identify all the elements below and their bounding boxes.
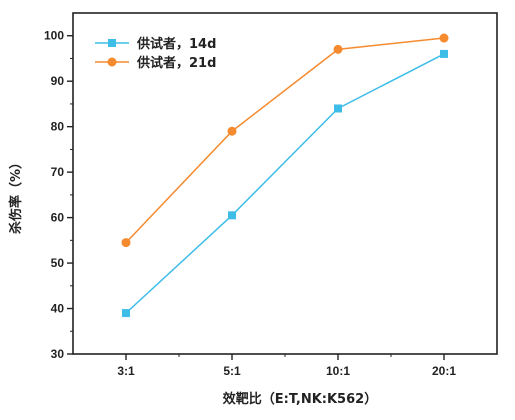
x-tick-label: 10:1 bbox=[326, 364, 350, 378]
legend: 供试者，14d 供试者，21d bbox=[95, 36, 216, 71]
y-axis-label: 杀伤率（%） bbox=[8, 156, 24, 234]
legend-label: 供试者，14d bbox=[136, 36, 216, 52]
y-tick-label: 30 bbox=[51, 347, 65, 361]
legend-marker bbox=[108, 39, 116, 47]
data-point bbox=[228, 211, 236, 220]
data-point bbox=[121, 238, 131, 248]
axes: 30 40 50 60 70 80 90 100 3:1 5:1 10:1 20:1 bbox=[44, 12, 498, 378]
x-tick-label: 3:1 bbox=[117, 364, 135, 378]
x-tick-label: 20:1 bbox=[432, 364, 456, 378]
y-tick-label: 60 bbox=[51, 211, 65, 225]
y-tick-label: 40 bbox=[51, 302, 65, 316]
data-point bbox=[439, 33, 449, 43]
x-axis-label: 效靶比（E:T,NK:K562） bbox=[223, 391, 377, 407]
legend-marker bbox=[107, 57, 117, 67]
y-tick-label: 70 bbox=[51, 165, 65, 179]
data-point bbox=[122, 309, 130, 318]
data-point bbox=[440, 49, 448, 58]
series-2 bbox=[121, 33, 449, 248]
x-tick-label: 5:1 bbox=[223, 364, 241, 378]
legend-item-1: 供试者，14d bbox=[95, 36, 216, 52]
legend-item-2: 供试者，21d bbox=[95, 55, 216, 71]
series-1 bbox=[122, 49, 448, 318]
data-point bbox=[334, 104, 342, 113]
series-line bbox=[125, 37, 445, 244]
data-point bbox=[227, 126, 237, 136]
y-tick-label: 100 bbox=[44, 29, 64, 43]
y-tick-label: 80 bbox=[51, 120, 65, 134]
y-tick-label: 90 bbox=[51, 74, 65, 88]
series-line bbox=[125, 53, 445, 314]
data-point bbox=[333, 44, 343, 54]
y-tick-label: 50 bbox=[51, 256, 65, 270]
series-layer bbox=[121, 33, 449, 318]
legend-label: 供试者，21d bbox=[136, 55, 216, 71]
